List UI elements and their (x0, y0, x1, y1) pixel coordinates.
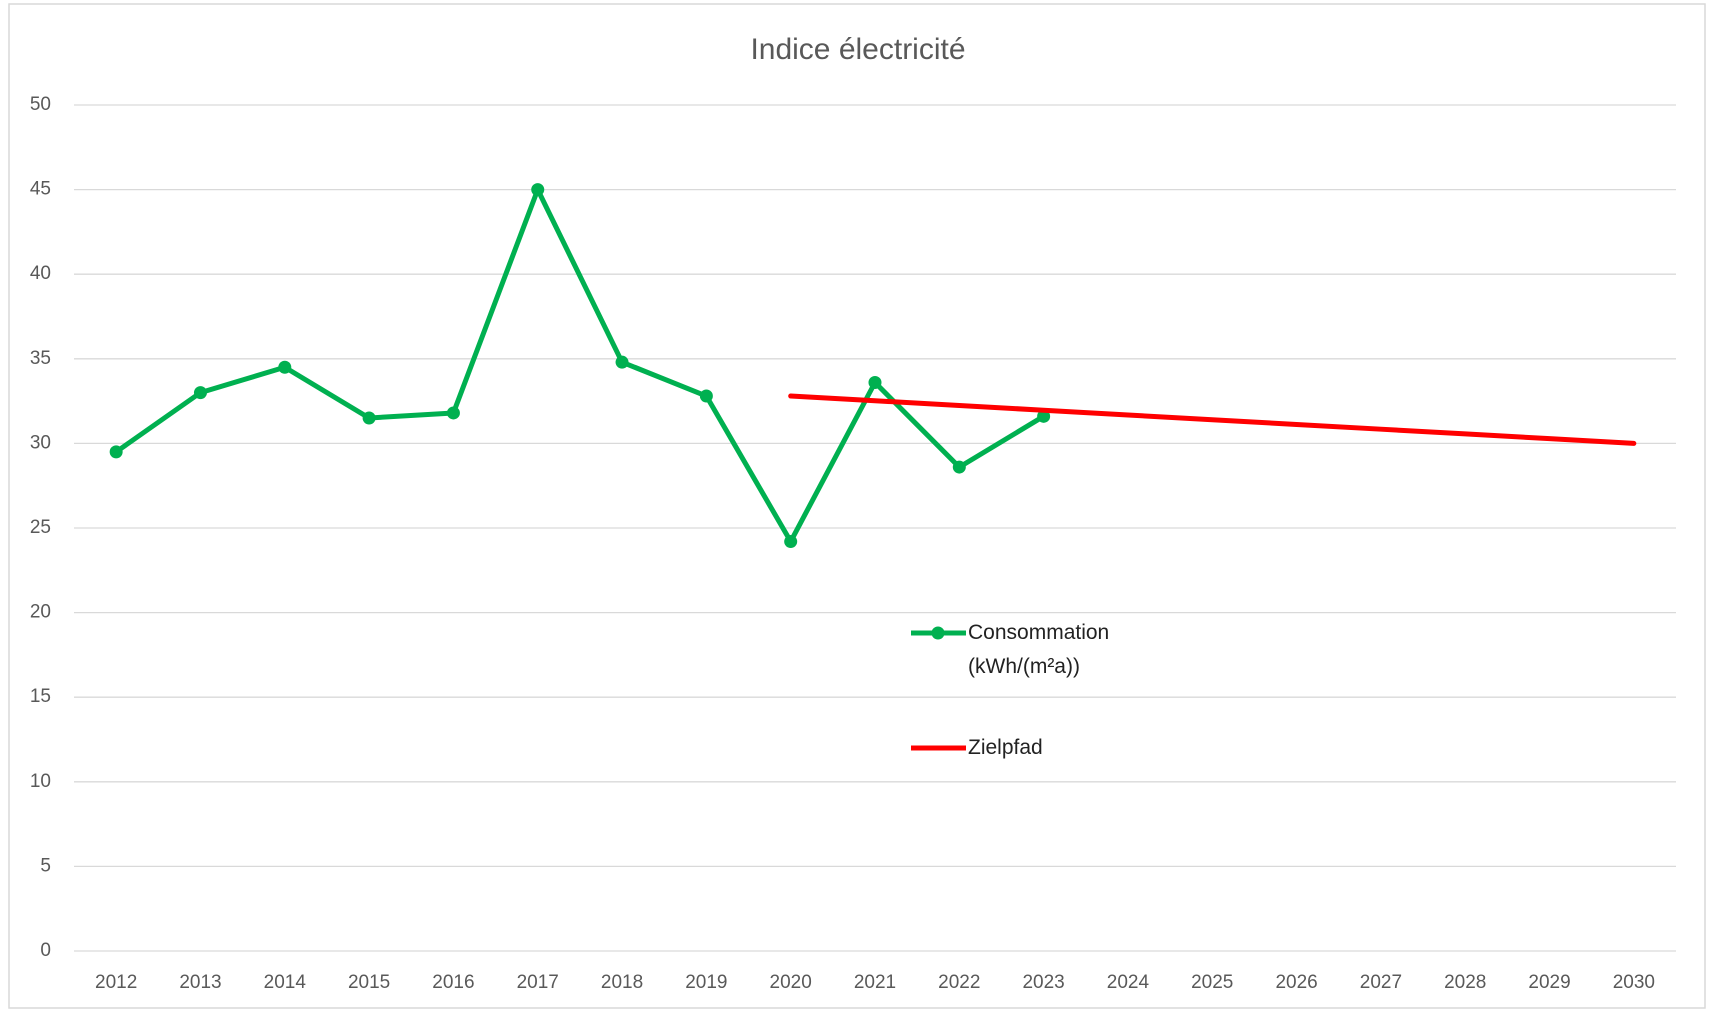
x-tick-label: 2024 (1107, 972, 1150, 993)
y-tick-label: 40 (30, 263, 51, 284)
series-marker (952, 460, 966, 474)
x-tick-label: 2013 (179, 972, 221, 993)
x-tick-label: 2029 (1528, 972, 1570, 993)
y-tick-label: 0 (40, 940, 51, 961)
x-tick-label: 2025 (1191, 972, 1233, 993)
y-tick-label: 10 (30, 771, 51, 792)
x-tick-label: 2020 (770, 972, 812, 993)
y-tick-label: 15 (30, 686, 51, 707)
series-marker (699, 389, 713, 403)
legend-item: Zielpfad (968, 736, 1043, 759)
y-tick-label: 50 (30, 94, 51, 115)
series-marker (784, 535, 798, 549)
series-marker (109, 445, 123, 459)
x-tick-label: 2022 (938, 972, 980, 993)
chart-title: Indice électricité (750, 33, 965, 66)
legend-label: Consommation (kWh/(m²a)) (968, 621, 1110, 678)
x-tick-label: 2027 (1360, 972, 1402, 993)
y-tick-label: 25 (30, 517, 51, 538)
y-tick-label: 35 (30, 348, 51, 369)
series-marker (868, 375, 882, 389)
series-marker (446, 406, 460, 420)
series-line (788, 393, 1637, 446)
x-tick-label: 2028 (1444, 972, 1486, 993)
x-tick-label: 2030 (1613, 972, 1655, 993)
y-tick-label: 30 (30, 432, 51, 453)
series-line (113, 187, 1047, 545)
x-tick-label: 2017 (517, 972, 559, 993)
x-tick-label: 2016 (432, 972, 474, 993)
y-tick-label: 20 (30, 602, 51, 623)
x-tick-label: 2012 (95, 972, 137, 993)
chart-frame (8, 3, 1706, 1009)
x-tick-label: 2021 (854, 972, 896, 993)
x-tick-label: 2019 (685, 972, 727, 993)
x-tick-label: 2015 (348, 972, 390, 993)
y-tick-label: 5 (40, 855, 51, 876)
series-marker (615, 355, 629, 369)
x-tick-label: 2018 (601, 972, 643, 993)
series-marker (1037, 409, 1051, 423)
x-tick-label: 2026 (1275, 972, 1317, 993)
series-marker (193, 386, 207, 400)
x-tick-label: 2014 (264, 972, 307, 993)
x-tick-label: 2023 (1022, 972, 1064, 993)
series-marker (362, 411, 376, 425)
legend-label: Zielpfad (968, 736, 1043, 759)
legend-item: Consommation (kWh/(m²a)) (968, 621, 1110, 678)
legend-marker (931, 626, 945, 640)
series-marker (278, 360, 292, 374)
series-marker (531, 183, 545, 197)
y-tick-label: 45 (30, 179, 51, 200)
